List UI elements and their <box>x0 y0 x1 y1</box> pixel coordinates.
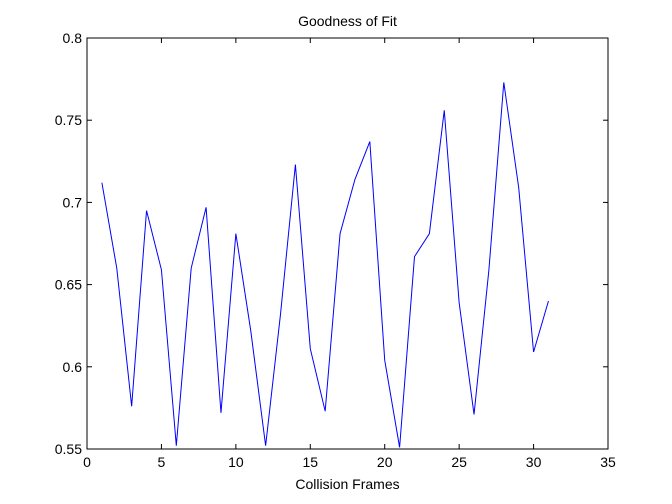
x-tick-label: 25 <box>451 454 467 470</box>
y-tick-label: 0.6 <box>63 359 83 375</box>
y-tick-labels: 0.55 0.6 0.65 0.7 0.75 0.8 <box>55 30 82 457</box>
series-line <box>101 82 549 448</box>
x-tick-label: 15 <box>302 454 318 470</box>
x-tick-label: 35 <box>600 454 616 470</box>
axis-ticks <box>86 37 609 450</box>
x-tick-label: 5 <box>158 454 166 470</box>
x-tick-label: 30 <box>526 454 542 470</box>
chart-title: Goodness of Fit <box>298 13 397 29</box>
x-tick-label: 0 <box>83 454 91 470</box>
x-tick-label: 20 <box>377 454 393 470</box>
y-tick-label: 0.8 <box>63 30 83 46</box>
x-axis-label: Collision Frames <box>295 476 399 492</box>
y-tick-label: 0.55 <box>55 441 82 457</box>
x-tick-label: 10 <box>228 454 244 470</box>
y-tick-label: 0.75 <box>55 112 82 128</box>
y-tick-label: 0.65 <box>55 277 82 293</box>
y-tick-label: 0.7 <box>63 194 83 210</box>
plot-area <box>86 37 609 450</box>
x-tick-labels: 0 5 10 15 20 25 30 35 <box>83 454 616 470</box>
